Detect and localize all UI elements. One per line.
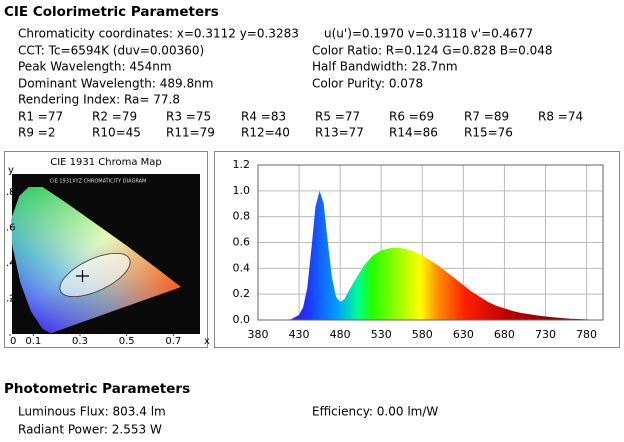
x-tick-label: 730 — [535, 328, 556, 341]
x-tick-label: 630 — [453, 328, 474, 341]
x-tick-label: 430 — [289, 328, 310, 341]
cie-locus — [11, 187, 182, 334]
param: Rendering Index: Ra= 77.8 — [18, 93, 180, 107]
y-tick-label: 0.0 — [233, 313, 251, 326]
y-tick-label: 1.2 — [233, 158, 251, 171]
rendering-index: R10=45 — [92, 126, 141, 140]
param: Peak Wavelength: 454nm — [18, 60, 172, 74]
x-tick-label: 0 — [10, 336, 16, 347]
param: Radiant Power: 2.553 W — [18, 423, 162, 437]
rendering-index: R11=79 — [166, 126, 215, 140]
param: Efficiency: 0.00 lm/W — [312, 405, 438, 419]
chromaticity-cross — [76, 270, 89, 282]
cie-ticks: 0 0.1 0.3 0.5 0.7 .2 .4 .6 .8 — [6, 187, 181, 347]
y-tick-label: .8 — [6, 187, 16, 198]
rendering-index: R13=77 — [315, 126, 364, 140]
x-tick-label: 0.3 — [72, 336, 88, 347]
y-tick-label: 0.4 — [233, 261, 251, 274]
x-tick-label: 380 — [248, 328, 269, 341]
rendering-index: R1 =77 — [18, 110, 63, 124]
planckian-region — [59, 252, 131, 298]
rendering-index: R6 =69 — [389, 110, 434, 124]
axis-label: x — [204, 336, 210, 347]
rendering-index: R9 =2 — [18, 126, 55, 140]
param: Color Purity: 0.078 — [312, 77, 423, 91]
param: Color Ratio: R=0.124 G=0.828 B=0.048 — [312, 44, 553, 58]
x-tick-label: 580 — [412, 328, 433, 341]
x-tick-label: 0.7 — [165, 336, 181, 347]
y-tick-label: .6 — [6, 222, 16, 233]
param: Luminous Flux: 803.4 lm — [18, 405, 166, 419]
param: CCT: Tc=6594K (duv=0.00360) — [18, 44, 204, 58]
param: Chromaticity coordinates: x=0.3112 y=0.3… — [18, 27, 299, 41]
cie-title: CIE 1931 Chroma Map — [50, 157, 162, 168]
x-tick-label: 530 — [371, 328, 392, 341]
rendering-index: R2 =79 — [92, 110, 137, 124]
rendering-indices: R1 =77 R2 =79 R3 =75 R4 =83 R5 =77 R6 =69 R7 =… — [18, 110, 583, 140]
rendering-index: R14=86 — [389, 126, 438, 140]
param: u(u')=0.1970 v=0.3118 v'=0.4677 — [324, 27, 533, 41]
y-tick-label: 0.2 — [233, 287, 251, 300]
y-tick-label: 0.8 — [233, 210, 251, 223]
spectrum-area — [258, 190, 603, 320]
y-tick-label: 0.6 — [233, 236, 251, 249]
rendering-index: R4 =83 — [241, 110, 286, 124]
section-title: Photometric Parameters — [4, 381, 190, 397]
rendering-index: R3 =75 — [166, 110, 211, 124]
rendering-index: R5 =77 — [315, 110, 360, 124]
axis-label: y — [8, 165, 14, 176]
spectrum-chart: 0.0 0.2 0.4 0.6 0.8 1.0 1.2 380 430 480 530 580 630 6… — [233, 158, 604, 341]
x-tick-label: 780 — [576, 328, 597, 341]
y-tick-label: 1.0 — [233, 184, 251, 197]
plot-frame — [257, 164, 604, 321]
y-tick-label: .4 — [6, 258, 16, 269]
x-tick-label: 480 — [330, 328, 351, 341]
cie-diagram-label: CIE 1931XYZ CHROMATICITY DIAGRAM — [50, 179, 147, 185]
x-tick-label: 0.5 — [119, 336, 135, 347]
param: Dominant Wavelength: 489.8nm — [18, 77, 213, 91]
section-title: CIE Colorimetric Parameters — [4, 4, 219, 20]
rendering-index: R12=40 — [241, 126, 290, 140]
x-tick-label: 680 — [494, 328, 515, 341]
y-tick-label: .2 — [6, 293, 16, 304]
param: Half Bandwidth: 28.7nm — [312, 60, 458, 74]
rendering-index: R15=76 — [464, 126, 513, 140]
rendering-index: R8 =74 — [538, 110, 583, 124]
rendering-index: R7 =89 — [464, 110, 509, 124]
x-tick-label: 0.1 — [25, 336, 41, 347]
